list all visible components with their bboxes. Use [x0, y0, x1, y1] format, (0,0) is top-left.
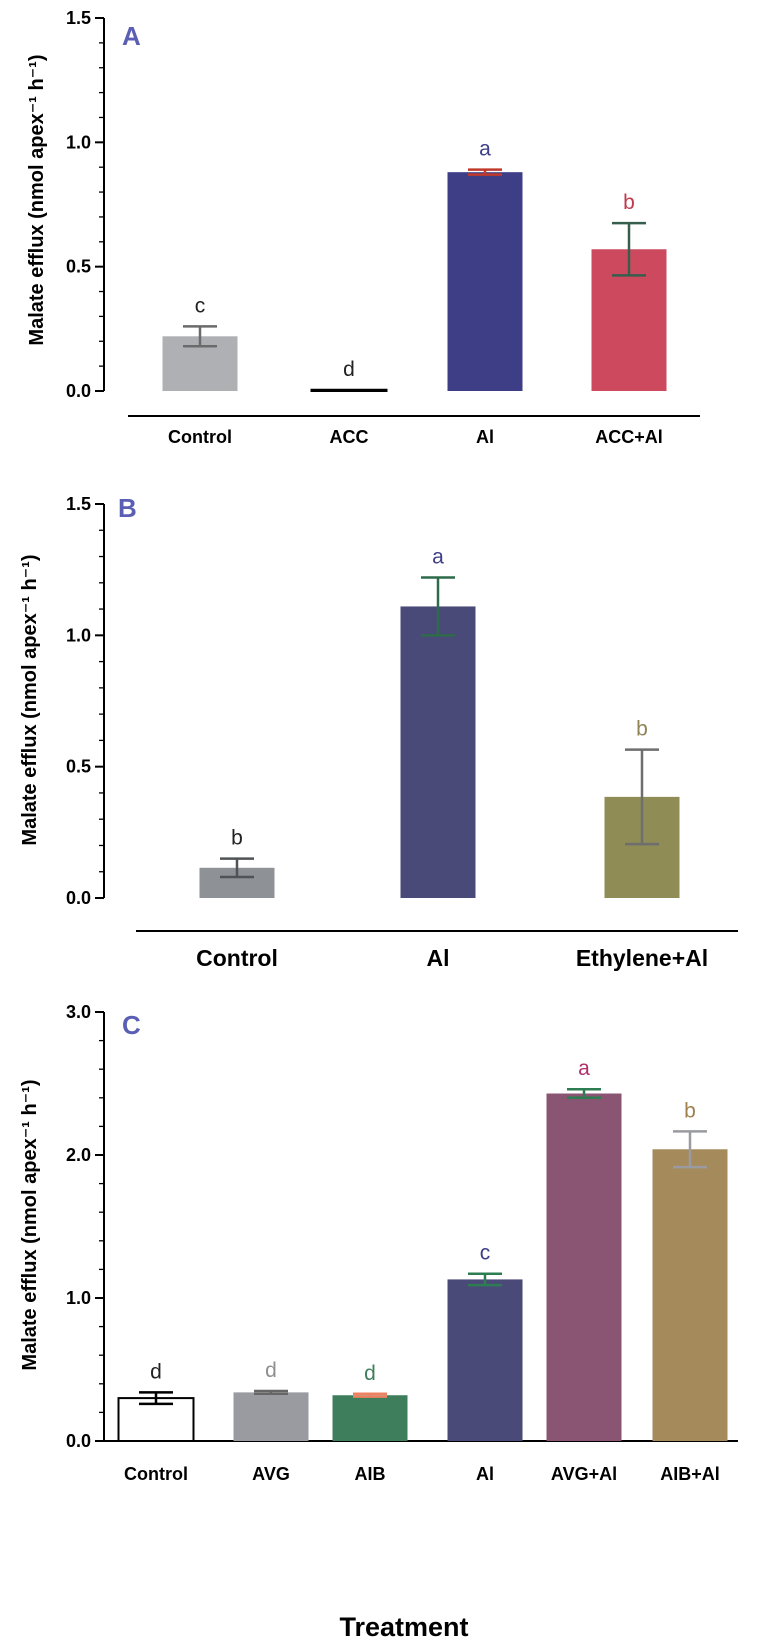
y-axis-label: Malate efflux (nmol apex⁻¹ h⁻¹)	[19, 1079, 41, 1370]
error-bar-acc-al	[612, 221, 646, 277]
y-tick-label: 0.5	[66, 757, 91, 777]
category-label-aib: AIB	[355, 1464, 386, 1484]
category-label-acc: ACC	[330, 427, 369, 447]
panel-letter: B	[118, 493, 137, 523]
significance-letter: b	[231, 827, 243, 850]
category-label-avg-al: AVG+Al	[551, 1464, 617, 1484]
bar-al	[400, 606, 476, 898]
category-label-aib-al: AIB+Al	[660, 1464, 720, 1484]
error-bar-ethylene-al	[625, 748, 659, 846]
category-label-ethylene-al: Ethylene+Al	[576, 945, 708, 971]
bar-avg-al	[546, 1093, 622, 1441]
y-tick-label: 0.5	[66, 257, 91, 277]
significance-letter: d	[343, 358, 355, 381]
category-label-al: Al	[476, 427, 494, 447]
bar-aib-al	[652, 1149, 728, 1441]
error-bar-control	[183, 325, 217, 348]
significance-letter: b	[636, 718, 648, 741]
panel-letter: C	[122, 1010, 141, 1040]
error-bar-avg	[254, 1389, 288, 1396]
significance-letter: d	[265, 1359, 277, 1382]
significance-letter: b	[684, 1099, 696, 1122]
y-tick-label: 1.5	[66, 494, 91, 514]
panel-c: 0.0 1.0 2.0 3.0 d Control d AVG d AIB c Al a AVG+Al b A…	[19, 1002, 738, 1484]
bar-control	[117, 1397, 195, 1442]
error-bar-al	[468, 1272, 502, 1287]
significance-letter: c	[195, 294, 206, 317]
significance-letter: a	[432, 546, 444, 569]
panel-a: 0.0 0.5 1.0 1.5 c Control d ACC a Al b ACC+Al A Malat…	[26, 8, 700, 447]
y-axis-label: Malate efflux (nmol apex⁻¹ h⁻¹)	[19, 554, 41, 845]
panel-letter: A	[122, 21, 141, 51]
error-bar-aib	[353, 1392, 387, 1398]
category-label-al: Al	[476, 1464, 494, 1484]
category-label-control: Control	[196, 945, 278, 971]
y-tick-label: 1.0	[66, 132, 91, 152]
error-bar-control	[220, 857, 254, 879]
significance-letter: b	[623, 191, 635, 214]
y-tick-label: 1.0	[66, 625, 91, 645]
category-label-al: Al	[427, 945, 450, 971]
bar-al	[447, 1279, 523, 1441]
y-tick-label: 2.0	[66, 1145, 91, 1165]
y-tick-label: 3.0	[66, 1002, 91, 1022]
significance-letter: d	[150, 1360, 162, 1383]
bar-aib	[332, 1395, 408, 1441]
bar-avg	[233, 1392, 309, 1441]
error-bar-control	[139, 1391, 173, 1406]
error-bar-avg-al	[567, 1087, 601, 1100]
y-tick-label: 1.5	[66, 8, 91, 28]
significance-letter: a	[578, 1057, 590, 1080]
y-axis-label: Malate efflux (nmol apex⁻¹ h⁻¹)	[26, 54, 48, 345]
category-label-avg: AVG	[252, 1464, 290, 1484]
y-tick-label: 1.0	[66, 1288, 91, 1308]
y-tick-label: 0.0	[66, 888, 91, 908]
error-bar-aib-al	[673, 1130, 707, 1169]
y-tick-label: 0.0	[66, 1431, 91, 1451]
category-label-control: Control	[168, 427, 232, 447]
bar-al	[447, 172, 523, 391]
error-bar-al	[421, 576, 455, 637]
bar-acc	[310, 388, 388, 392]
category-label-control: Control	[124, 1464, 188, 1484]
significance-letter: a	[479, 138, 491, 161]
significance-letter: d	[364, 1362, 376, 1385]
x-axis-title: Treatment	[339, 1612, 468, 1642]
panel-b: 0.0 0.5 1.0 1.5 b Control a Al b Ethylene+Al B Mala…	[19, 493, 738, 971]
y-tick-label: 0.0	[66, 381, 91, 401]
significance-letter: c	[480, 1242, 491, 1265]
category-label-acc-al: ACC+Al	[595, 427, 663, 447]
error-bar-al	[468, 168, 502, 176]
